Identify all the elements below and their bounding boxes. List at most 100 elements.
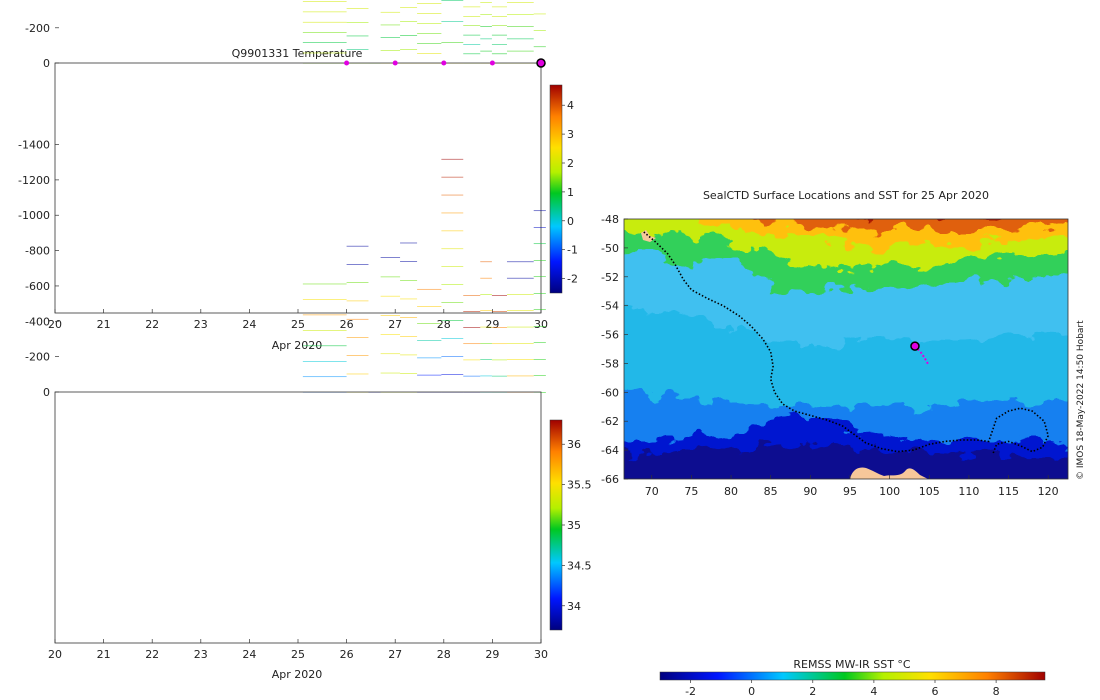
profile-8-cell xyxy=(480,277,492,279)
profile-1-cell xyxy=(346,245,369,247)
profile-5-cell xyxy=(417,340,442,341)
profile-1-cell xyxy=(346,264,369,265)
profile-10-cell xyxy=(506,294,534,295)
profile-7-cell xyxy=(463,359,481,361)
profile-11-cell xyxy=(533,293,546,294)
sst-tick-label: 8 xyxy=(993,685,1000,698)
map-x-tick-label: 70 xyxy=(645,485,659,498)
sst-tick-label: 0 xyxy=(748,685,755,698)
temperature-y-ticks: 0-200-400-600-800-1000-1200-1400 xyxy=(25,22,59,70)
x-tick-label: 29 xyxy=(485,318,499,331)
profile-8-cell xyxy=(480,2,492,3)
profile-0-cell xyxy=(302,361,347,362)
y-tick-label: -400 xyxy=(25,315,50,328)
profile-6-cell xyxy=(441,230,464,232)
profile-10-cell xyxy=(506,14,534,15)
profile-7-cell xyxy=(463,25,481,26)
surface-markers xyxy=(344,58,546,68)
profile-8-cell xyxy=(480,326,492,328)
profile-11-cell xyxy=(533,13,546,15)
profile-6-cell xyxy=(441,320,464,321)
x-tick-label: 24 xyxy=(242,318,256,331)
temperature-title: Q9901331 Temperature xyxy=(232,47,363,60)
profile-10-cell xyxy=(506,50,534,52)
profile-6-cell xyxy=(441,302,464,303)
profile-8-cell xyxy=(480,343,492,344)
x-tick-label: 23 xyxy=(194,318,208,331)
profile-3-cell xyxy=(380,257,401,258)
profile-10-cell xyxy=(506,38,534,40)
profile-1-cell xyxy=(346,35,369,37)
colorbar-tick-label: -2 xyxy=(567,273,578,286)
profile-8-cell xyxy=(480,14,492,15)
salinity-profiles xyxy=(302,158,546,393)
y-tick-label: -1400 xyxy=(18,139,50,152)
profile-0-cell xyxy=(302,21,347,23)
profile-7-cell xyxy=(463,16,481,17)
temperature-colorbar xyxy=(549,84,563,294)
profile-7-cell xyxy=(463,6,481,8)
profile-1-cell xyxy=(346,282,369,283)
profile-7-cell xyxy=(463,295,481,296)
sst-tick-label: -2 xyxy=(685,685,696,698)
profile-3-cell xyxy=(380,11,401,13)
profile-4-cell xyxy=(400,49,418,50)
map-y-ticks: -48 -50 -52 -54 -56 -58 -60 -62 -64 -66 xyxy=(601,213,628,486)
profile-4-cell xyxy=(400,373,418,374)
profile-3-cell xyxy=(380,334,401,335)
profile-9-cell xyxy=(491,359,507,361)
profile-11-cell xyxy=(533,359,546,360)
sst-field xyxy=(624,219,1068,479)
profile-6-cell xyxy=(441,176,464,178)
profile-1-cell xyxy=(346,300,369,302)
profile-11-cell xyxy=(533,276,546,278)
profile-6-cell xyxy=(441,266,464,267)
x-tick-label: 28 xyxy=(437,318,451,331)
profile-9-cell xyxy=(491,25,507,26)
temperature-panel: Q9901331 Temperature 20 21 22 23 24 25 26 27 28 2… xyxy=(25,0,578,352)
profile-11-cell xyxy=(533,30,546,31)
current-surface-marker xyxy=(536,58,546,68)
profile-3-cell xyxy=(380,37,401,38)
profile-0-cell xyxy=(302,299,347,300)
sst-colorbar-bar xyxy=(659,671,1046,681)
x-tick-label: 30 xyxy=(534,318,548,331)
profile-9-cell xyxy=(491,311,507,312)
profile-9-cell xyxy=(491,6,507,8)
map-y-tick-label: -64 xyxy=(601,444,619,457)
profile-10-cell xyxy=(506,2,534,3)
x-tick-label: 24 xyxy=(242,648,256,661)
profile-4-cell xyxy=(400,298,418,300)
profile-11-cell xyxy=(533,260,546,261)
profile-3-cell xyxy=(380,295,401,297)
profile-11-cell xyxy=(533,243,546,245)
profile-10-cell xyxy=(506,359,534,360)
colorbar-tick-label: 0 xyxy=(567,215,574,228)
x-tick-label: 21 xyxy=(97,648,111,661)
y-tick-label: 0 xyxy=(43,57,50,70)
profile-11-cell xyxy=(533,210,546,212)
profile-5-cell xyxy=(417,13,442,14)
profile-9-cell xyxy=(491,375,507,377)
colorbar-tick-label: 34.5 xyxy=(567,559,592,572)
profile-11-cell xyxy=(533,309,546,311)
map-x-tick-label: 100 xyxy=(879,485,900,498)
x-tick-label: 25 xyxy=(291,648,305,661)
profile-3-cell xyxy=(380,353,401,355)
profile-3-cell xyxy=(380,24,401,26)
profile-5-cell xyxy=(417,374,442,376)
salinity-colorbar xyxy=(549,419,563,631)
map-y-tick-label: -66 xyxy=(601,473,619,486)
profile-5-cell xyxy=(417,53,442,54)
map-x-tick-label: 110 xyxy=(958,485,979,498)
profile-5-cell xyxy=(417,288,442,290)
x-tick-label: 20 xyxy=(48,648,62,661)
profile-8-cell xyxy=(480,26,492,27)
profile-4-cell xyxy=(400,336,418,337)
profile-10-cell xyxy=(506,375,534,377)
map-y-tick-label: -58 xyxy=(601,357,619,370)
y-tick-label: -200 xyxy=(25,22,50,35)
profile-7-cell xyxy=(463,311,481,312)
profile-5-cell xyxy=(417,33,442,34)
